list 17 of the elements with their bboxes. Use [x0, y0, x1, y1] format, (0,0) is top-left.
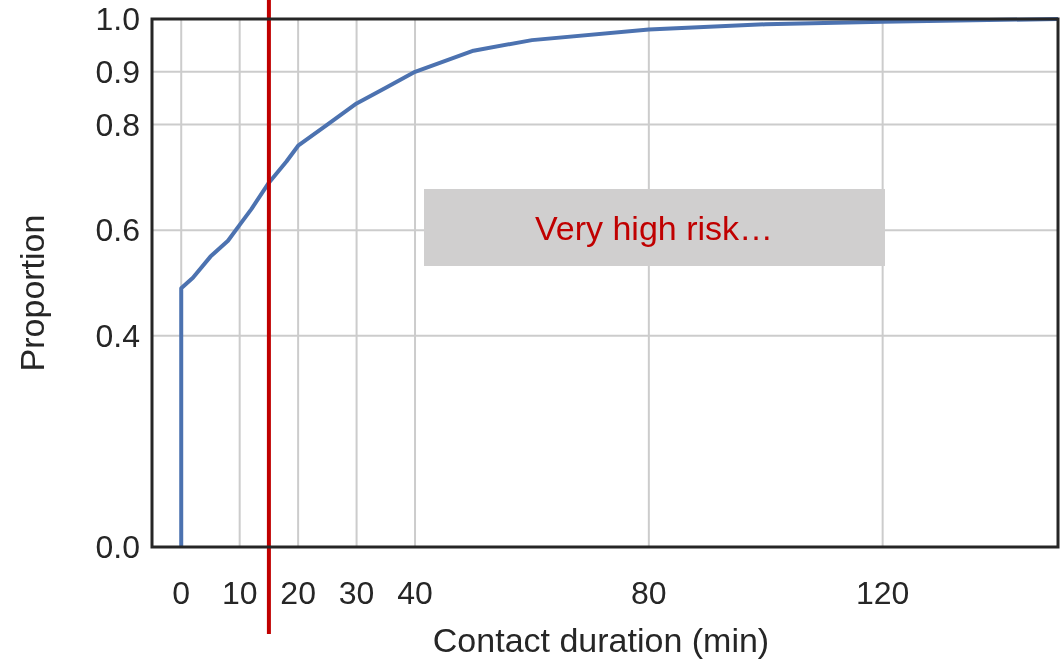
- x-tick-label: 20: [280, 575, 316, 611]
- y-tick-label: 0.9: [95, 53, 140, 90]
- x-tick-label: 0: [172, 575, 191, 611]
- x-tick-label: 80: [631, 575, 667, 611]
- x-axis-title: Contact duration (min): [432, 621, 770, 659]
- y-tick-label: 0.4: [95, 317, 140, 354]
- x-tick-label: 40: [397, 575, 433, 611]
- x-tick-label: 120: [855, 575, 910, 611]
- y-tick-label: 1.0: [95, 1, 140, 37]
- y-axis-title: Proportion: [13, 214, 51, 372]
- line-series: [179, 17, 1060, 549]
- annotation: Very high risk…: [534, 209, 774, 247]
- y-tick-label: 0.0: [95, 529, 140, 565]
- x-tick-label: 10: [221, 575, 258, 611]
- y-tick-label: 0.6: [95, 212, 140, 249]
- y-tick-label: 0.8: [95, 106, 140, 143]
- x-tick-label: 30: [338, 575, 375, 611]
